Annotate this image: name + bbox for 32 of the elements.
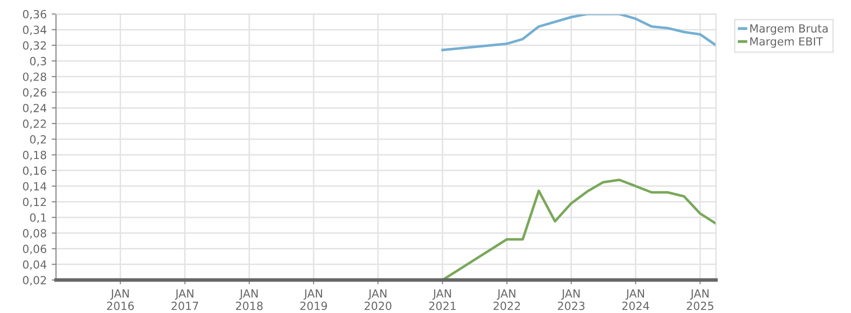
legend-label: Margem EBIT xyxy=(750,37,823,48)
x-tick-label: JAN 2022 xyxy=(494,289,520,310)
y-tick-label: 0,16 xyxy=(22,166,46,176)
y-tick-label: 0,22 xyxy=(22,120,46,130)
y-tick-label: 0,28 xyxy=(22,72,46,82)
x-tick-label: JAN 2017 xyxy=(172,289,198,310)
x-tick-label: JAN 2021 xyxy=(429,289,456,310)
x-tick-label: JAN 2016 xyxy=(107,289,134,310)
x-tick-label: JAN 2023 xyxy=(558,289,584,310)
y-tick-label: 0,04 xyxy=(22,260,46,270)
y-tick-label: 0,26 xyxy=(22,88,46,98)
y-tick-label: 0,32 xyxy=(22,41,46,51)
y-tick-label: 0,36 xyxy=(22,10,46,20)
y-tick-label: 0,24 xyxy=(22,104,46,114)
y-tick-label: 0,3 xyxy=(30,56,46,66)
y-tick-label: 0,14 xyxy=(22,182,46,192)
y-tick-label: 0,34 xyxy=(22,26,46,36)
x-tick-label: JAN 2025 xyxy=(686,289,714,310)
y-tick-label: 0,18 xyxy=(22,150,46,160)
y-tick-label: 0,02 xyxy=(22,276,46,286)
legend-label: Margem Bruta xyxy=(750,24,828,35)
x-tick-label: JAN 2020 xyxy=(364,289,392,310)
y-tick-label: 0,08 xyxy=(22,229,46,239)
line-series xyxy=(441,14,716,52)
x-tick-label: JAN 2018 xyxy=(236,289,263,310)
x-tick-label: JAN 2024 xyxy=(622,289,650,310)
line-series xyxy=(441,178,716,280)
y-tick-label: 0,2 xyxy=(30,135,46,145)
y-tick-label: 0,1 xyxy=(30,213,46,223)
y-tick-label: 0,06 xyxy=(22,244,46,254)
x-tick-label: JAN 2019 xyxy=(300,289,327,310)
y-tick-label: 0,12 xyxy=(22,198,46,208)
